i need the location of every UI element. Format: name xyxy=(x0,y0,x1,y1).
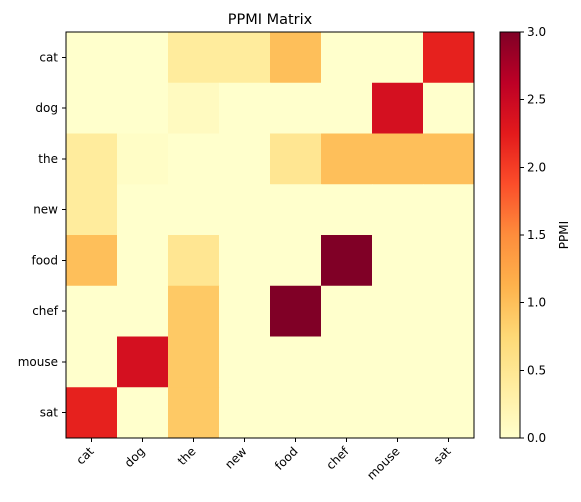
heatmap-cell-chef-dog xyxy=(117,285,169,337)
heatmap-cell-chef-chef xyxy=(321,285,373,337)
heatmap-cell-food-sat xyxy=(423,235,475,287)
heatmap-cell-food-mouse xyxy=(372,235,424,287)
heatmap-cell-the-new xyxy=(219,133,271,185)
y-tick-label: the xyxy=(38,152,58,166)
colorbar-tick-label: 0.0 xyxy=(527,431,546,445)
colorbar-tick-label: 2.5 xyxy=(527,93,546,107)
plot-frame xyxy=(65,31,475,439)
y-axis: cat dog the new food chef mouse sat xyxy=(18,50,66,420)
heatmap-cell-cat-food xyxy=(270,32,322,84)
heatmap-cell-food-food xyxy=(270,235,322,287)
heatmap-cell-mouse-dog xyxy=(117,336,169,388)
x-tick-label: food xyxy=(272,444,301,473)
colorbar-tick-label: 3.0 xyxy=(527,25,546,39)
y-tick-label: chef xyxy=(32,304,59,318)
heatmap-cell-dog-sat xyxy=(423,82,475,134)
heatmap-cell-dog-chef xyxy=(321,82,373,134)
y-tick-label: sat xyxy=(40,406,59,420)
heatmap-cell-sat-food xyxy=(270,387,322,439)
heatmap-cell-chef-cat xyxy=(66,285,118,337)
heatmap-cell-new-dog xyxy=(117,184,169,236)
heatmap-cell-cat-cat xyxy=(66,32,118,84)
x-tick-label: cat xyxy=(74,444,97,467)
colorbar: 0.0 0.5 1.0 1.5 2.0 2.5 3.0 PPMI xyxy=(499,25,571,445)
heatmap-cell-sat-dog xyxy=(117,387,169,439)
heatmap-cell-cat-sat xyxy=(423,32,475,84)
heatmap-cell-the-dog xyxy=(117,133,169,185)
heatmap-cell-dog-cat xyxy=(66,82,118,134)
heatmap-cell-chef-the xyxy=(168,285,220,337)
heatmap-cell-sat-the xyxy=(168,387,220,439)
heatmap-cell-mouse-new xyxy=(219,336,271,388)
heatmap-cell-new-cat xyxy=(66,184,118,236)
y-tick-label: cat xyxy=(39,50,58,64)
heatmap-cell-mouse-cat xyxy=(66,336,118,388)
heatmap-cell-new-food xyxy=(270,184,322,236)
heatmap-cell-the-the xyxy=(168,133,220,185)
heatmap-cell-chef-mouse xyxy=(372,285,424,337)
heatmap-cell-the-mouse xyxy=(372,133,424,185)
heatmap-cell-mouse-chef xyxy=(321,336,373,388)
heatmap-cell-food-cat xyxy=(66,235,118,287)
y-tick-label: food xyxy=(31,253,58,267)
y-tick-label: dog xyxy=(35,101,58,115)
heatmap-cell-sat-cat xyxy=(66,387,118,439)
heatmap-cell-new-the xyxy=(168,184,220,236)
x-tick-label: dog xyxy=(122,444,148,470)
heatmap-cell-sat-mouse xyxy=(372,387,424,439)
chart-title: PPMI Matrix xyxy=(228,12,313,28)
heatmap-cell-the-cat xyxy=(66,133,118,185)
heatmap-cell-chef-new xyxy=(219,285,271,337)
heatmap-cell-dog-the xyxy=(168,82,220,134)
heatmap-cell-cat-new xyxy=(219,32,271,84)
heatmap-cell-dog-dog xyxy=(117,82,169,134)
heatmap-cell-new-chef xyxy=(321,184,373,236)
heatmap-cell-cat-mouse xyxy=(372,32,424,84)
x-tick-label: mouse xyxy=(364,444,402,482)
x-tick-label: the xyxy=(175,444,199,468)
colorbar-tick-label: 0.5 xyxy=(527,363,546,377)
heatmap-cell-cat-the xyxy=(168,32,220,84)
heatmap-cell-the-food xyxy=(270,133,322,185)
heatmap-cell-dog-food xyxy=(270,82,322,134)
heatmap-cell-food-the xyxy=(168,235,220,287)
heatmap-cell-sat-sat xyxy=(423,387,475,439)
heatmap-cell-mouse-mouse xyxy=(372,336,424,388)
colorbar-tick-label: 2.0 xyxy=(527,160,546,174)
heatmap-cell-mouse-sat xyxy=(423,336,475,388)
y-tick-label: new xyxy=(33,203,58,217)
heatmap-cell-new-mouse xyxy=(372,184,424,236)
heatmap-cell-mouse-the xyxy=(168,336,220,388)
heatmap-cell-new-new xyxy=(219,184,271,236)
x-tick-label: sat xyxy=(431,444,454,467)
heatmap-cell-dog-mouse xyxy=(372,82,424,134)
heatmap-cell-chef-sat xyxy=(423,285,475,337)
heatmap-cell-the-sat xyxy=(423,133,475,185)
heatmap-cell-food-dog xyxy=(117,235,169,287)
x-tick-label: chef xyxy=(323,444,352,473)
colorbar-ticks: 0.0 0.5 1.0 1.5 2.0 2.5 3.0 xyxy=(520,25,546,445)
heatmap-cell-the-chef xyxy=(321,133,373,185)
y-tick-label: mouse xyxy=(18,355,58,369)
heatmap-cell-cat-chef xyxy=(321,32,373,84)
heatmap-cell-new-sat xyxy=(423,184,475,236)
heatmap-cell-food-chef xyxy=(321,235,373,287)
heatmap-cell-mouse-food xyxy=(270,336,322,388)
x-axis: cat dog the new food chef mouse sat xyxy=(74,438,454,483)
x-tick-label: new xyxy=(222,444,250,472)
heatmap-cell-sat-chef xyxy=(321,387,373,439)
heatmap-cell-dog-new xyxy=(219,82,271,134)
colorbar-label: PPMI xyxy=(557,221,571,249)
heatmap-cell-cat-dog xyxy=(117,32,169,84)
colorbar-tick-label: 1.5 xyxy=(527,228,546,242)
colorbar-gradient xyxy=(500,32,520,438)
heatmap-cells xyxy=(66,32,475,439)
colorbar-tick-label: 1.0 xyxy=(527,296,546,310)
heatmap-cell-sat-new xyxy=(219,387,271,439)
heatmap-cell-food-new xyxy=(219,235,271,287)
heatmap-cell-chef-food xyxy=(270,285,322,337)
